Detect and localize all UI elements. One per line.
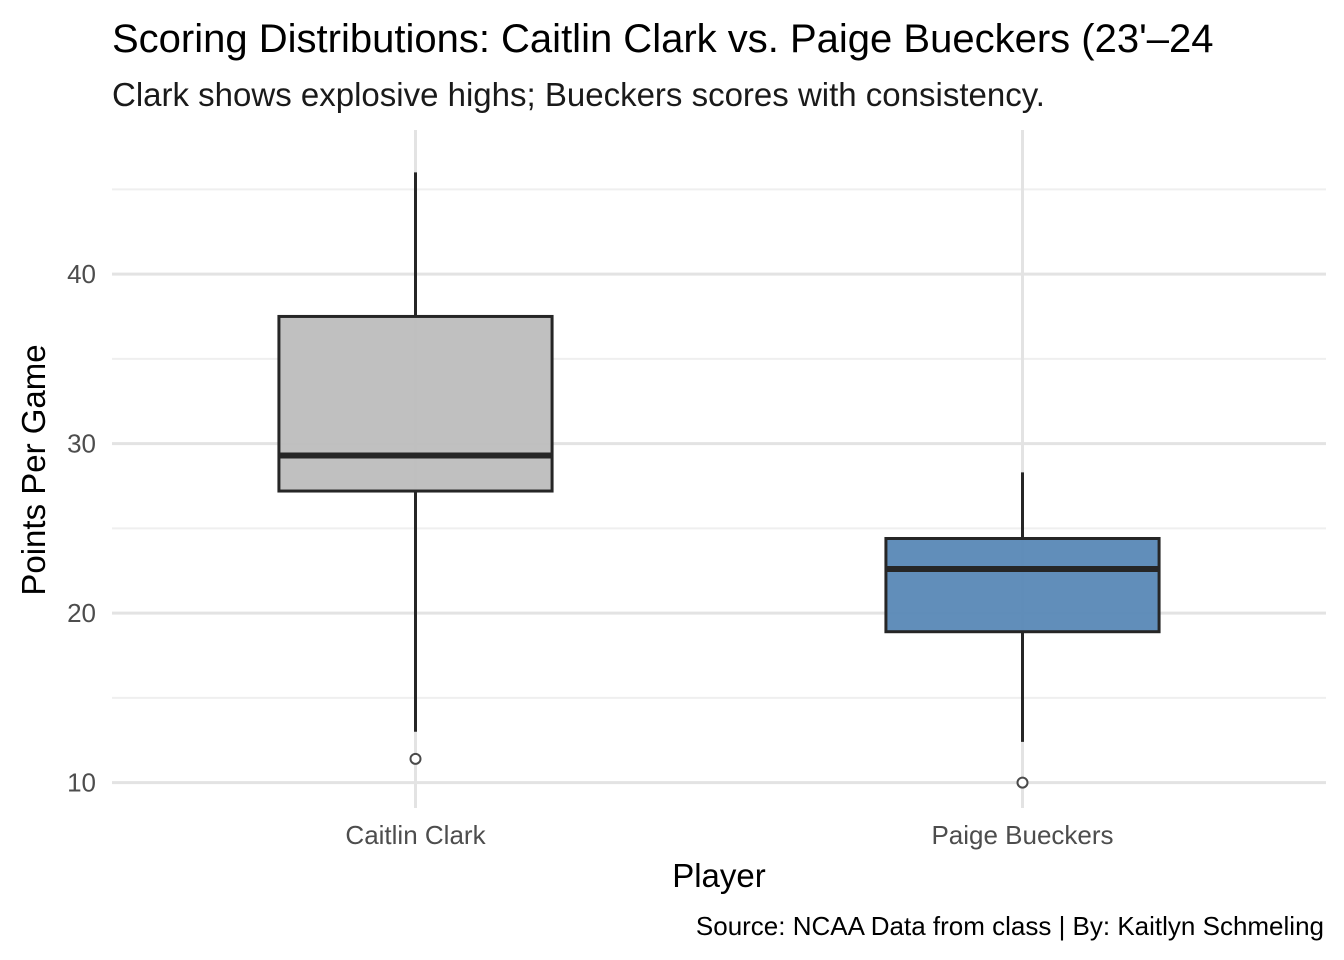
y-axis-title: Points Per Game	[15, 344, 52, 595]
y-tick-label: 30	[67, 429, 96, 459]
box-iqr	[884, 536, 1161, 634]
axis-labels: 10 20 30 40 Caitlin Clark Paige Bueckers	[67, 259, 1113, 850]
box-plots	[277, 172, 1161, 789]
y-tick-label: 10	[67, 768, 96, 798]
x-axis-title: Player	[672, 857, 766, 894]
box-iqr	[277, 314, 554, 493]
y-tick-label: 40	[67, 259, 96, 289]
chart-subtitle: Clark shows explosive highs; Bueckers sc…	[112, 76, 1045, 113]
outlier-point	[409, 752, 422, 765]
box-group-1	[277, 172, 554, 765]
x-tick-label: Caitlin Clark	[345, 820, 486, 850]
outlier-point	[1016, 776, 1029, 789]
chart-title: Scoring Distributions: Caitlin Clark vs.…	[112, 17, 1213, 61]
chart-caption: Source: NCAA Data from class | By: Kaitl…	[696, 911, 1324, 941]
box-group-2	[884, 472, 1161, 789]
x-tick-label: Paige Bueckers	[931, 820, 1113, 850]
y-tick-label: 20	[67, 598, 96, 628]
